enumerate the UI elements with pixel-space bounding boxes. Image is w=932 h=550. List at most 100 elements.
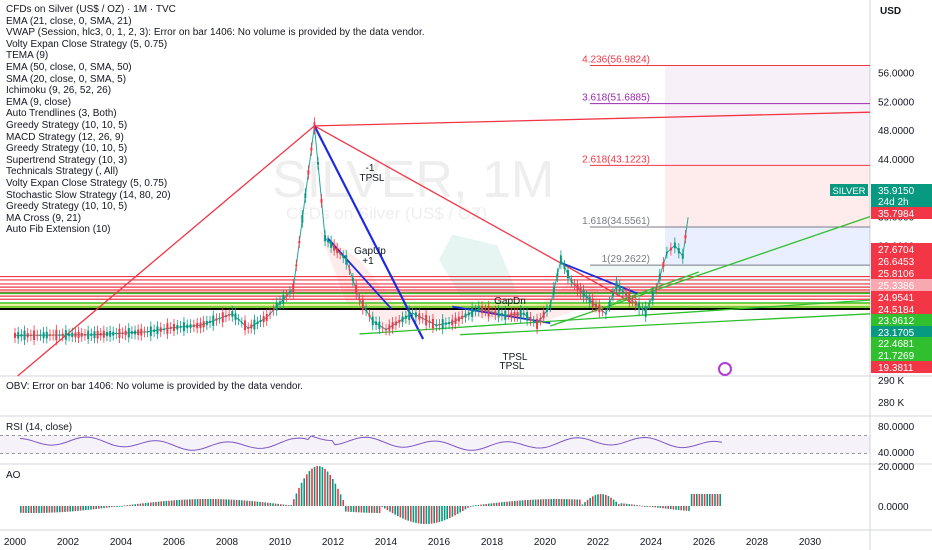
price-candle xyxy=(71,332,74,338)
symbol-title[interactable]: CFDs on Silver (US$ / OZ) · 1M · TVC xyxy=(6,4,176,15)
ao-bar xyxy=(545,499,547,506)
indicator-legend-item[interactable]: Stochastic Slow Strategy (14, 80, 20) xyxy=(6,189,171,201)
ao-bar xyxy=(584,502,586,506)
ao-bar xyxy=(264,502,266,506)
ao-bar xyxy=(576,499,578,506)
price-candle xyxy=(339,253,342,255)
ao-bar xyxy=(696,494,698,506)
price-candle xyxy=(256,321,259,324)
price-label-box xyxy=(871,267,932,279)
ao-bar xyxy=(641,505,643,507)
ao-bar xyxy=(529,499,532,506)
ao-bar xyxy=(142,503,144,506)
indicator-legend-item[interactable]: Auto Trendlines (3, Both) xyxy=(6,108,117,120)
price-candle xyxy=(513,312,516,318)
indicator-legend-item[interactable]: VWAP (Session, hlc3, 0, 1, 2, 3): Error … xyxy=(6,27,425,39)
fib-level-label: 1(29.2622) xyxy=(602,254,650,265)
ao-bar xyxy=(170,500,173,506)
indicator-legend-item[interactable]: Greedy Strategy (10, 10, 5) xyxy=(6,119,128,131)
price-candle xyxy=(556,273,559,278)
indicator-legend-item[interactable]: Greedy Strategy (10, 10, 5) xyxy=(6,201,128,213)
ao-bar xyxy=(181,499,183,506)
price-candle xyxy=(361,299,364,310)
ao-bar xyxy=(597,494,599,506)
price-candle xyxy=(355,285,358,294)
indicator-legend-item[interactable]: Technicals Strategy (, All) xyxy=(6,166,119,178)
price-label-value: 25.8106 xyxy=(878,269,915,280)
ao-bar xyxy=(618,504,620,506)
ao-bar xyxy=(693,494,695,506)
price-candle xyxy=(269,313,272,315)
indicator-legend-item[interactable]: MA Cross (9, 21) xyxy=(6,212,82,224)
ao-bar xyxy=(716,494,719,506)
price-label-value: 25.3386 xyxy=(878,281,915,292)
indicator-legend-item[interactable]: EMA (9, close) xyxy=(6,96,72,108)
indicator-legend-item[interactable]: MACD Strategy (12, 26, 9) xyxy=(6,131,124,143)
indicator-legend-item[interactable]: Auto Fib Extension (10) xyxy=(6,224,111,236)
ao-bar xyxy=(677,506,680,511)
indicator-legend-item[interactable]: SMA (20, close, 0, SMA, 5) xyxy=(6,73,127,85)
ao-bar xyxy=(381,506,383,507)
ao-bar xyxy=(534,499,537,506)
ao-bar xyxy=(579,499,581,506)
ao-bar xyxy=(407,506,409,521)
ao-bar xyxy=(443,506,446,521)
price-candle xyxy=(388,324,391,331)
indicator-legend-item[interactable]: Volty Expan Close Strategy (5, 0.75) xyxy=(6,177,168,189)
price-candle xyxy=(428,320,431,323)
ao-bar xyxy=(134,504,136,506)
ao-bar xyxy=(209,499,212,506)
price-candle xyxy=(563,265,566,269)
ao-bar xyxy=(230,499,233,506)
fib-level-label: 2.618(43.1223) xyxy=(582,154,650,165)
ao-bar xyxy=(277,503,279,506)
time-axis-tick: 2026 xyxy=(693,537,716,548)
ao-bar xyxy=(194,499,196,506)
price-candle xyxy=(121,332,124,334)
price-candle xyxy=(182,322,185,332)
currency-label[interactable]: USD xyxy=(880,6,902,17)
price-candle xyxy=(411,312,414,314)
trendline xyxy=(359,299,871,335)
indicator-legend-item[interactable]: EMA (21, close, 0, SMA, 21) xyxy=(6,15,132,27)
price-candle xyxy=(641,308,644,310)
price-candle xyxy=(33,330,36,341)
ao-bar xyxy=(282,504,285,506)
indicator-legend-item[interactable]: Supertrend Strategy (10, 3) xyxy=(6,154,128,166)
price-candle xyxy=(345,255,348,265)
price-candle xyxy=(638,302,641,311)
ao-bar xyxy=(573,499,576,506)
ao-bar xyxy=(155,501,157,506)
ao-bar xyxy=(308,471,311,506)
indicator-legend-item[interactable]: Volty Expan Close Strategy (5, 0.75) xyxy=(6,38,168,50)
indicator-legend-item[interactable]: Greedy Strategy (10, 10, 5) xyxy=(6,143,128,155)
indicator-legend-item[interactable]: TEMA (9) xyxy=(6,50,49,62)
ao-bar xyxy=(30,506,32,513)
trendline xyxy=(17,125,315,377)
price-candle xyxy=(566,270,569,279)
ao-bar xyxy=(165,500,168,506)
ao-bar xyxy=(272,503,274,506)
price-candle xyxy=(365,309,368,312)
price-candle xyxy=(205,320,208,326)
price-candle xyxy=(371,316,374,326)
indicator-list: EMA (21, close, 0, SMA, 21) VWAP (Session… xyxy=(6,16,476,236)
price-candle xyxy=(484,309,487,312)
ao-bar xyxy=(293,499,295,506)
price-candle xyxy=(342,255,345,259)
ao-bar xyxy=(233,499,235,506)
ao-bar xyxy=(290,505,292,506)
price-candle xyxy=(275,302,278,311)
price-candle xyxy=(665,251,668,254)
indicator-legend-item[interactable]: Ichimoku (9, 26, 52, 26) xyxy=(6,85,112,97)
ao-bar xyxy=(558,499,560,506)
ao-bar xyxy=(40,506,43,513)
ao-bar xyxy=(339,494,342,506)
ao-bar xyxy=(495,502,498,506)
indicator-legend-item[interactable]: EMA (50, close, 0, SMA, 50) xyxy=(6,61,132,73)
price-candle xyxy=(552,286,555,295)
price-label-box xyxy=(871,255,932,267)
price-candle xyxy=(324,235,327,242)
